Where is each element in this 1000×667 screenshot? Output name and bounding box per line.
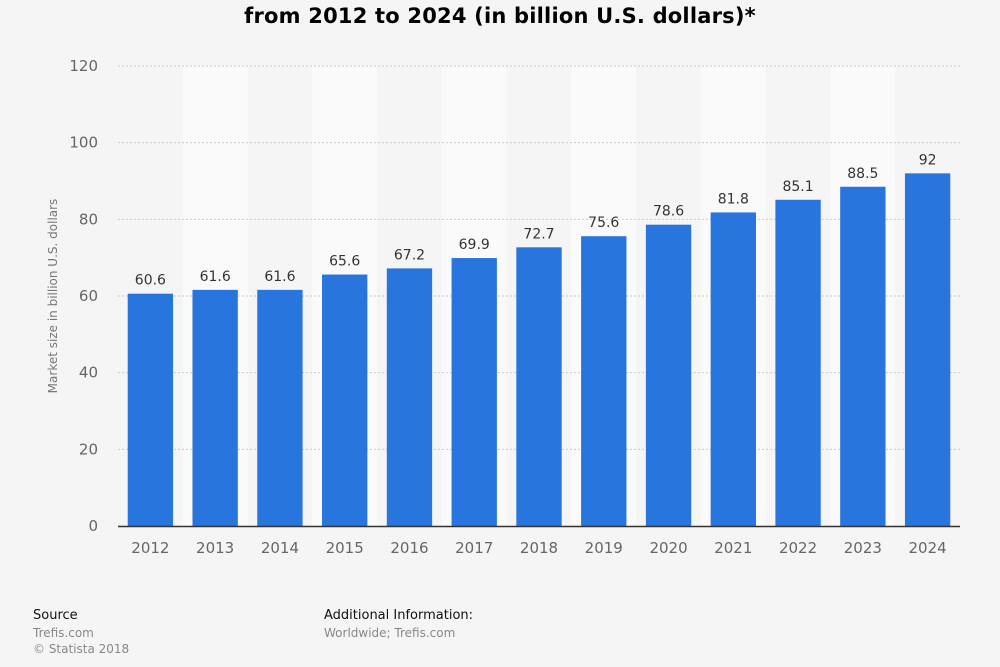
data-label: 61.6 — [200, 269, 231, 285]
x-tick-label: 2012 — [131, 539, 169, 557]
x-tick-label: 2019 — [585, 539, 623, 557]
data-label: 92 — [919, 152, 937, 168]
y-tick-label: 20 — [79, 440, 98, 458]
x-tick-label: 2022 — [779, 539, 817, 557]
bar-2019[interactable] — [581, 236, 627, 526]
additional-info-block: Additional Information: Worldwide; Trefi… — [324, 608, 473, 641]
data-label: 75.6 — [588, 215, 619, 231]
x-tick-label: 2013 — [196, 539, 234, 557]
y-axis-label: Market size in billion U.S. dollars — [46, 199, 60, 394]
bar-chart: 0 20 40 60 80 100 120 60.6 61.6 61.6 65.6 67.2 69.9… — [46, 57, 960, 557]
x-tick-label: 2021 — [714, 539, 752, 557]
bar-2024[interactable] — [904, 173, 951, 527]
y-tick-label: 40 — [79, 364, 98, 382]
data-label: 61.6 — [264, 269, 295, 285]
x-tick-label: 2014 — [261, 539, 299, 557]
bar-2022[interactable] — [775, 199, 821, 527]
y-axis-ticks: 0 20 40 60 80 100 120 — [69, 57, 98, 535]
y-tick-label: 80 — [79, 210, 98, 228]
x-tick-label: 2024 — [909, 539, 947, 557]
x-tick-label: 2023 — [844, 539, 882, 557]
additional-info-heading: Additional Information: — [324, 608, 474, 623]
bars — [127, 173, 951, 527]
source-link[interactable]: Trefis.com — [33, 626, 94, 640]
y-tick-label: 60 — [79, 287, 98, 305]
data-label: 81.8 — [718, 191, 749, 207]
data-label: 67.2 — [394, 247, 425, 263]
bar-2012[interactable] — [127, 293, 174, 526]
bar-2023[interactable] — [840, 186, 886, 526]
bar-2016[interactable] — [386, 268, 433, 526]
data-label: 69.9 — [459, 237, 490, 253]
x-tick-label: 2017 — [455, 539, 493, 557]
source-block: Source Trefis.com © Statista 2018 — [33, 608, 129, 657]
bar-2020[interactable] — [645, 224, 692, 526]
bar-2014[interactable] — [257, 289, 303, 526]
data-label: 78.6 — [653, 204, 684, 220]
source-heading: Source — [33, 608, 78, 623]
bar-2021[interactable] — [710, 212, 756, 526]
y-tick-label: 100 — [69, 134, 98, 152]
chart-title: from 2012 to 2024 (in billion U.S. dolla… — [244, 4, 756, 28]
copyright-text: © Statista 2018 — [33, 642, 130, 656]
additional-info-text: Worldwide; Trefis.com — [324, 626, 456, 640]
data-label: 60.6 — [135, 273, 166, 289]
x-tick-label: 2020 — [649, 539, 687, 557]
bar-2017[interactable] — [451, 258, 497, 526]
x-axis-ticks: 2012 2013 2014 2015 2016 2017 2018 2019 2020 2021… — [131, 539, 946, 557]
data-label: 88.5 — [847, 166, 878, 182]
y-tick-label: 0 — [88, 517, 98, 535]
x-tick-label: 2018 — [520, 539, 558, 557]
bar-2018[interactable] — [516, 247, 562, 527]
y-tick-label: 120 — [69, 57, 98, 75]
x-tick-label: 2016 — [390, 539, 428, 557]
data-label: 85.1 — [782, 179, 813, 195]
data-label: 65.6 — [329, 254, 360, 270]
data-label: 72.7 — [523, 226, 554, 242]
data-labels: 60.6 61.6 61.6 65.6 67.2 69.9 72.7 75.6 78.6 81.8… — [135, 152, 937, 288]
bar-2013[interactable] — [192, 289, 238, 526]
bar-2015[interactable] — [322, 274, 368, 526]
x-tick-label: 2015 — [326, 539, 364, 557]
